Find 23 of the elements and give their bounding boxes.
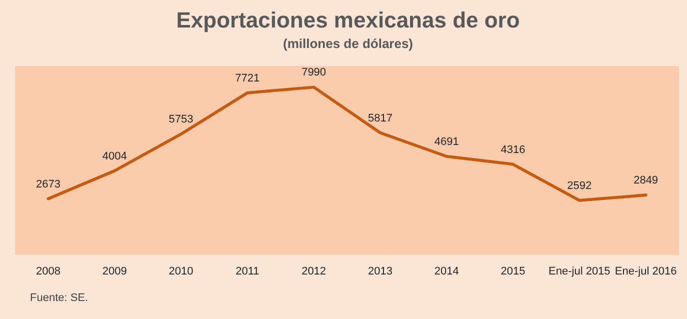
data-label: 2849 (634, 174, 658, 187)
data-label: 2673 (36, 178, 60, 190)
data-label: 5753 (168, 114, 194, 126)
data-label: 4691 (434, 136, 459, 148)
data-label: 4004 (102, 150, 127, 162)
data-label: 7721 (235, 72, 260, 84)
x-tick-label: 2012 (302, 265, 326, 278)
x-tick-label: 2014 (434, 265, 459, 278)
chart-subtitle: (millones de dólares) (282, 36, 414, 51)
x-tick-label: Ene-jul 2016 (614, 265, 677, 278)
x-tick-label: Ene-jul 2015 (548, 265, 610, 278)
x-tick-label: 2011 (236, 265, 260, 278)
x-tick-label: 2015 (500, 265, 526, 278)
x-tick-label: 2009 (102, 265, 127, 278)
source-note: Fuente: SE. (30, 292, 88, 304)
data-label: 2592 (567, 180, 592, 192)
x-tick-label: 2008 (36, 265, 60, 278)
x-tick-label: 2013 (368, 265, 392, 278)
x-tick-label: 2010 (168, 265, 194, 278)
data-label: 7990 (302, 66, 326, 79)
data-label: 4316 (500, 144, 526, 156)
chart-title: Exportaciones mexicanas de oro (176, 7, 520, 32)
data-label: 5817 (368, 112, 392, 124)
